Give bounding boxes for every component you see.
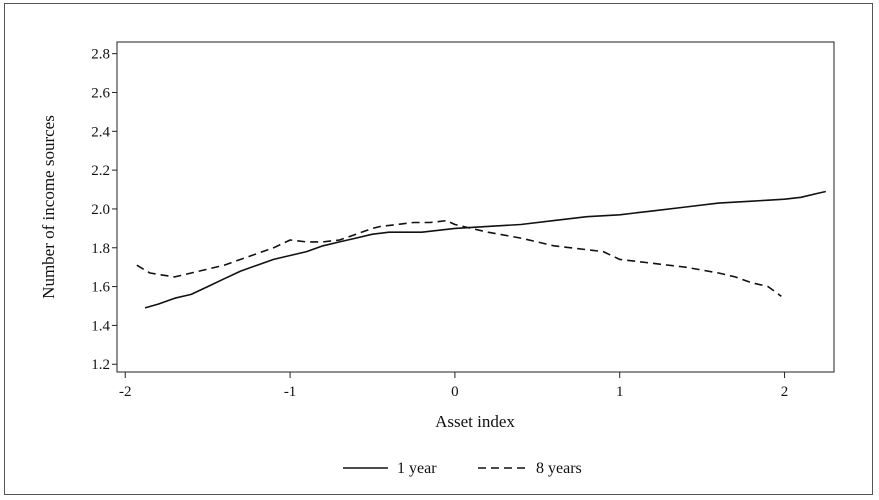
y-tick-label: 2.8 — [91, 47, 110, 63]
x-tick-label: 2 — [781, 384, 789, 400]
series-line-8-years — [136, 219, 782, 297]
x-tick-label: 0 — [451, 384, 459, 400]
x-axis: -2 -1 0 1 2 — [119, 372, 788, 400]
y-tick-label: 2.6 — [91, 85, 110, 101]
x-tick-label: 1 — [616, 384, 624, 400]
figure-frame — [4, 3, 873, 495]
legend-label-8-years: 8 years — [536, 460, 582, 477]
x-axis-title: Asset index — [435, 412, 515, 431]
x-tick-label: -2 — [119, 384, 132, 400]
series-line-1-year — [144, 190, 826, 309]
legend: 1 year 8 years — [343, 460, 582, 477]
y-tick-label: 1.4 — [91, 318, 110, 334]
y-axis: 1.2 1.4 1.6 1.8 2.0 2.2 2.4 2.6 2.8 — [91, 47, 117, 373]
y-tick-label: 1.6 — [91, 280, 110, 296]
x-tick-label: -1 — [284, 384, 297, 400]
legend-label-1-year: 1 year — [397, 460, 437, 477]
series-layer — [136, 190, 826, 309]
y-tick-label: 2.0 — [91, 202, 110, 218]
plot-area — [116, 41, 835, 373]
y-tick-label: 1.8 — [91, 241, 110, 257]
y-axis-title: Number of income sources — [39, 115, 58, 299]
y-tick-label: 1.2 — [91, 357, 110, 373]
y-tick-label: 2.2 — [91, 163, 110, 179]
y-tick-label: 2.4 — [91, 124, 110, 140]
